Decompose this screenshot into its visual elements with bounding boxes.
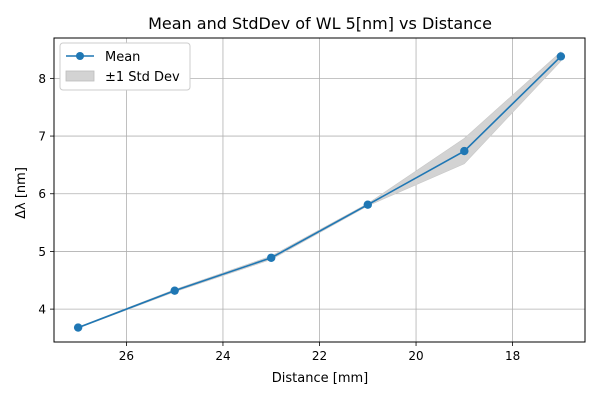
- x-tick-label: 20: [408, 349, 423, 363]
- mean-point: [363, 200, 372, 209]
- x-tick-label: 18: [505, 349, 520, 363]
- mean-point: [73, 323, 83, 332]
- mean-point: [170, 286, 179, 295]
- legend-mean-label: Mean: [105, 50, 140, 65]
- x-tick-label: 22: [312, 349, 327, 363]
- y-tick-label: 4: [38, 303, 46, 317]
- legend-band-label: ±1 Std Dev: [105, 70, 180, 85]
- y-tick-label: 5: [38, 245, 46, 259]
- mean-point: [267, 253, 276, 262]
- x-tick-label: 24: [215, 349, 230, 363]
- y-axis-ticks: 4 5 6 7 8: [38, 72, 54, 317]
- y-tick-label: 8: [38, 72, 46, 86]
- legend-band-swatch: [65, 70, 95, 82]
- x-axis-label: Distance [mm]: [272, 371, 368, 386]
- chart-title: Mean and StdDev of WL 5[nm] vs Distance: [148, 14, 492, 33]
- mean-line: [77, 55, 562, 329]
- grid-lines: [54, 38, 585, 342]
- mean-line-layer: [77, 55, 562, 329]
- y-axis-label: Δλ [nm]: [14, 167, 29, 219]
- mean-marker-layer: [73, 52, 566, 332]
- y-tick-label: 7: [38, 130, 46, 144]
- mean-point: [460, 146, 469, 156]
- mean-point: [556, 52, 566, 61]
- legend-mean-marker-swatch: [76, 52, 84, 60]
- y-tick-label: 6: [38, 187, 46, 201]
- legend: Mean ±1 Std Dev: [59, 42, 191, 91]
- x-tick-label: 26: [119, 349, 134, 363]
- x-axis-ticks: 26 24 22 20 18: [119, 342, 520, 363]
